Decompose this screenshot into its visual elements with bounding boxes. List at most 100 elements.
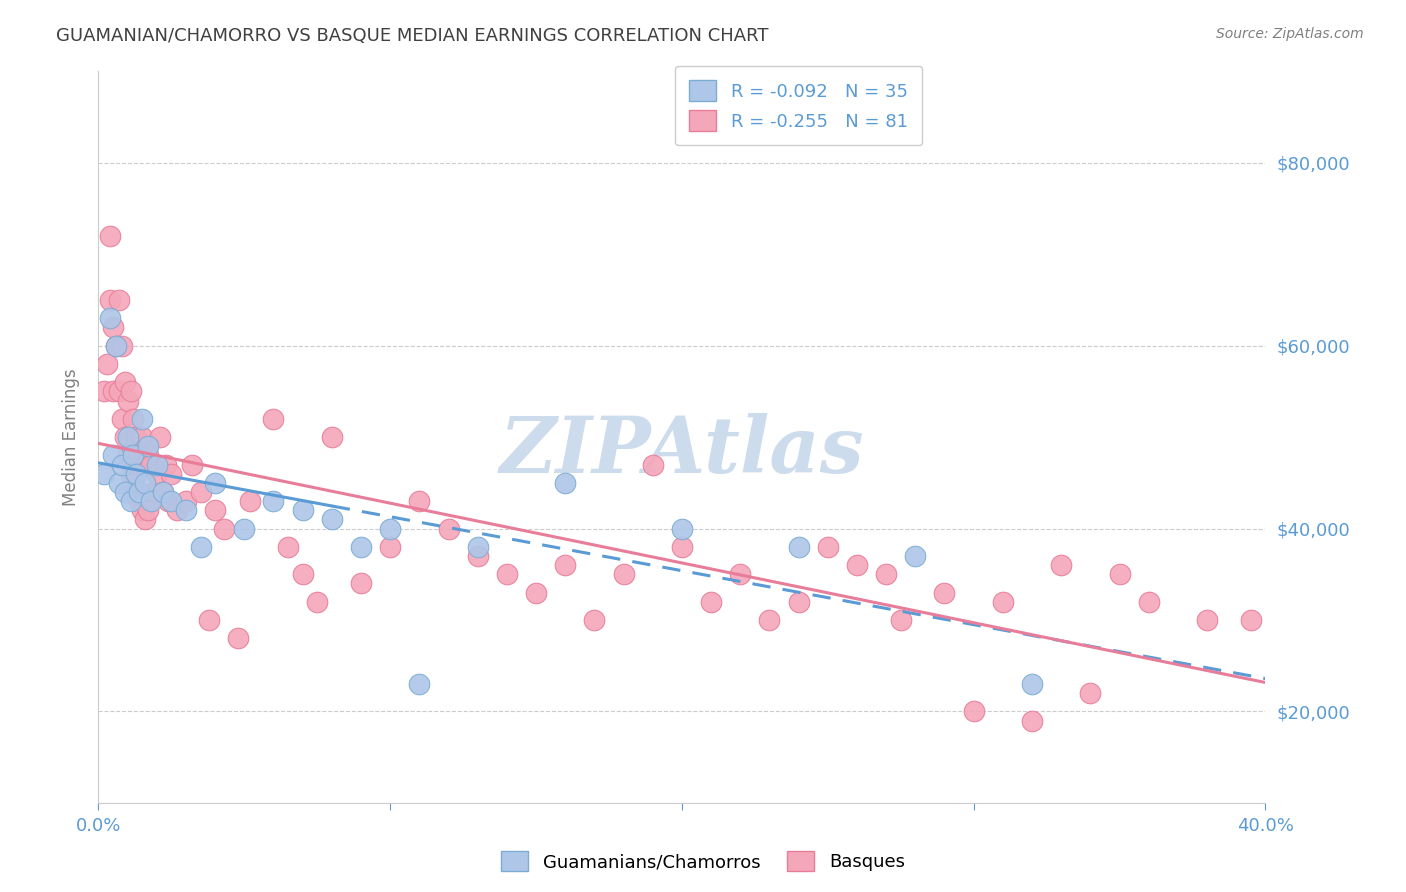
Point <box>174 503 197 517</box>
Point <box>174 494 197 508</box>
Point <box>758 613 780 627</box>
Point <box>262 494 284 508</box>
Point <box>934 585 956 599</box>
Point <box>131 503 153 517</box>
Point <box>104 338 127 352</box>
Point <box>190 484 212 499</box>
Point <box>239 494 262 508</box>
Point <box>380 521 402 535</box>
Point <box>98 293 121 307</box>
Point <box>890 613 912 627</box>
Point <box>321 512 343 526</box>
Point <box>904 549 927 563</box>
Text: ZIPAtlas: ZIPAtlas <box>499 414 865 490</box>
Point <box>125 484 148 499</box>
Point <box>991 594 1014 608</box>
Point <box>114 430 136 444</box>
Point <box>98 228 121 243</box>
Point <box>190 540 212 554</box>
Point <box>233 521 256 535</box>
Point <box>152 484 174 499</box>
Point <box>122 475 145 490</box>
Point <box>120 494 142 508</box>
Point <box>98 311 121 326</box>
Point <box>128 494 150 508</box>
Point <box>128 484 150 499</box>
Point <box>157 494 180 508</box>
Point <box>700 594 723 608</box>
Point <box>136 503 159 517</box>
Point <box>467 540 489 554</box>
Point <box>125 467 148 481</box>
Point <box>136 439 159 453</box>
Point <box>93 384 115 399</box>
Point <box>817 540 839 554</box>
Point <box>380 540 402 554</box>
Point <box>101 448 124 462</box>
Point <box>787 540 810 554</box>
Point <box>228 631 250 645</box>
Point <box>139 458 162 472</box>
Point <box>131 430 153 444</box>
Point <box>1021 677 1043 691</box>
Point <box>524 585 547 599</box>
Point <box>787 594 810 608</box>
Point <box>108 475 131 490</box>
Point <box>101 384 124 399</box>
Y-axis label: Median Earnings: Median Earnings <box>62 368 80 506</box>
Point <box>160 494 183 508</box>
Point <box>307 594 329 608</box>
Point <box>125 430 148 444</box>
Point <box>467 549 489 563</box>
Point <box>134 458 156 472</box>
Point <box>277 540 299 554</box>
Point <box>291 567 314 582</box>
Point <box>122 448 145 462</box>
Point <box>120 384 142 399</box>
Point <box>730 567 752 582</box>
Point <box>1108 567 1130 582</box>
Point <box>128 448 150 462</box>
Point <box>204 503 226 517</box>
Point <box>139 494 162 508</box>
Point <box>146 467 169 481</box>
Point <box>408 494 430 508</box>
Point <box>142 484 165 499</box>
Point <box>962 705 984 719</box>
Point <box>350 576 373 591</box>
Point <box>1050 558 1073 573</box>
Point <box>204 475 226 490</box>
Point <box>671 521 693 535</box>
Point <box>108 384 131 399</box>
Point <box>212 521 235 535</box>
Point <box>96 357 118 371</box>
Point <box>117 430 139 444</box>
Point <box>583 613 606 627</box>
Point <box>641 458 664 472</box>
Point <box>166 503 188 517</box>
Point <box>111 411 134 425</box>
Point <box>108 293 131 307</box>
Legend: Guamanians/Chamorros, Basques: Guamanians/Chamorros, Basques <box>494 844 912 879</box>
Point <box>136 448 159 462</box>
Point <box>101 320 124 334</box>
Point <box>152 484 174 499</box>
Point <box>131 411 153 425</box>
Point <box>554 558 576 573</box>
Point <box>1137 594 1160 608</box>
Point <box>875 567 897 582</box>
Point <box>114 484 136 499</box>
Point <box>149 430 172 444</box>
Point <box>1080 686 1102 700</box>
Point <box>671 540 693 554</box>
Point <box>114 375 136 389</box>
Point <box>612 567 634 582</box>
Point <box>155 458 177 472</box>
Point <box>846 558 869 573</box>
Point <box>111 338 134 352</box>
Point <box>134 475 156 490</box>
Text: Source: ZipAtlas.com: Source: ZipAtlas.com <box>1216 27 1364 41</box>
Point <box>321 430 343 444</box>
Point <box>1021 714 1043 728</box>
Legend: R = -0.092   N = 35, R = -0.255   N = 81: R = -0.092 N = 35, R = -0.255 N = 81 <box>675 66 922 145</box>
